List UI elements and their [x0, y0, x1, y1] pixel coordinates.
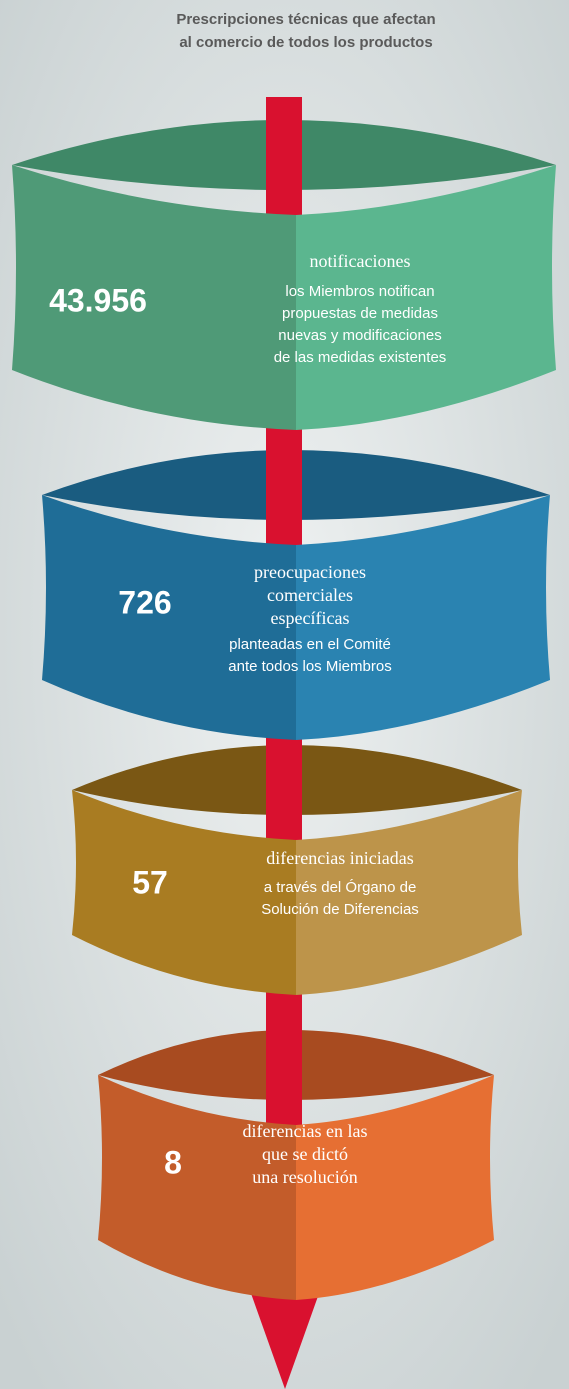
stage-value: 8 — [164, 1144, 182, 1180]
stage-description: planteadas en el Comité — [229, 636, 391, 653]
stage-left — [72, 790, 296, 995]
stage-description: Solución de Diferencias — [261, 901, 419, 918]
stage-label: una resolución — [252, 1167, 357, 1187]
stage-description: nuevas y modificaciones — [278, 327, 441, 344]
stage-label: preocupaciones — [254, 562, 366, 582]
stage-label: diferencias en las — [243, 1121, 368, 1141]
stage-right — [296, 790, 522, 995]
stage-right — [296, 495, 550, 740]
stage-description: ante todos los Miembros — [228, 658, 391, 675]
title: al comercio de todos los productos — [179, 34, 432, 51]
stage-label: notificaciones — [310, 251, 411, 271]
stage-right — [296, 1075, 494, 1300]
stage-description: propuestas de medidas — [282, 305, 438, 322]
stage-description: los Miembros notifican — [285, 283, 434, 300]
stage-value: 57 — [132, 864, 168, 900]
stage-left — [42, 495, 296, 740]
stage-value: 726 — [118, 584, 171, 620]
stage-left — [98, 1075, 296, 1300]
stage-value: 43.956 — [49, 282, 147, 318]
stage-label: que se dictó — [262, 1144, 348, 1164]
stage-label: comerciales — [267, 585, 353, 605]
diagram: Prescripciones técnicas que afectan al co… — [12, 11, 556, 1389]
stage-label: diferencias iniciadas — [266, 848, 413, 868]
title: Prescripciones técnicas que afectan — [176, 11, 435, 28]
stage-description: de las medidas existentes — [274, 349, 447, 366]
stage-label: específicas — [271, 608, 350, 628]
stage-description: a través del Órgano de — [264, 879, 417, 896]
stage-right — [296, 165, 556, 430]
stage-left — [12, 165, 296, 430]
